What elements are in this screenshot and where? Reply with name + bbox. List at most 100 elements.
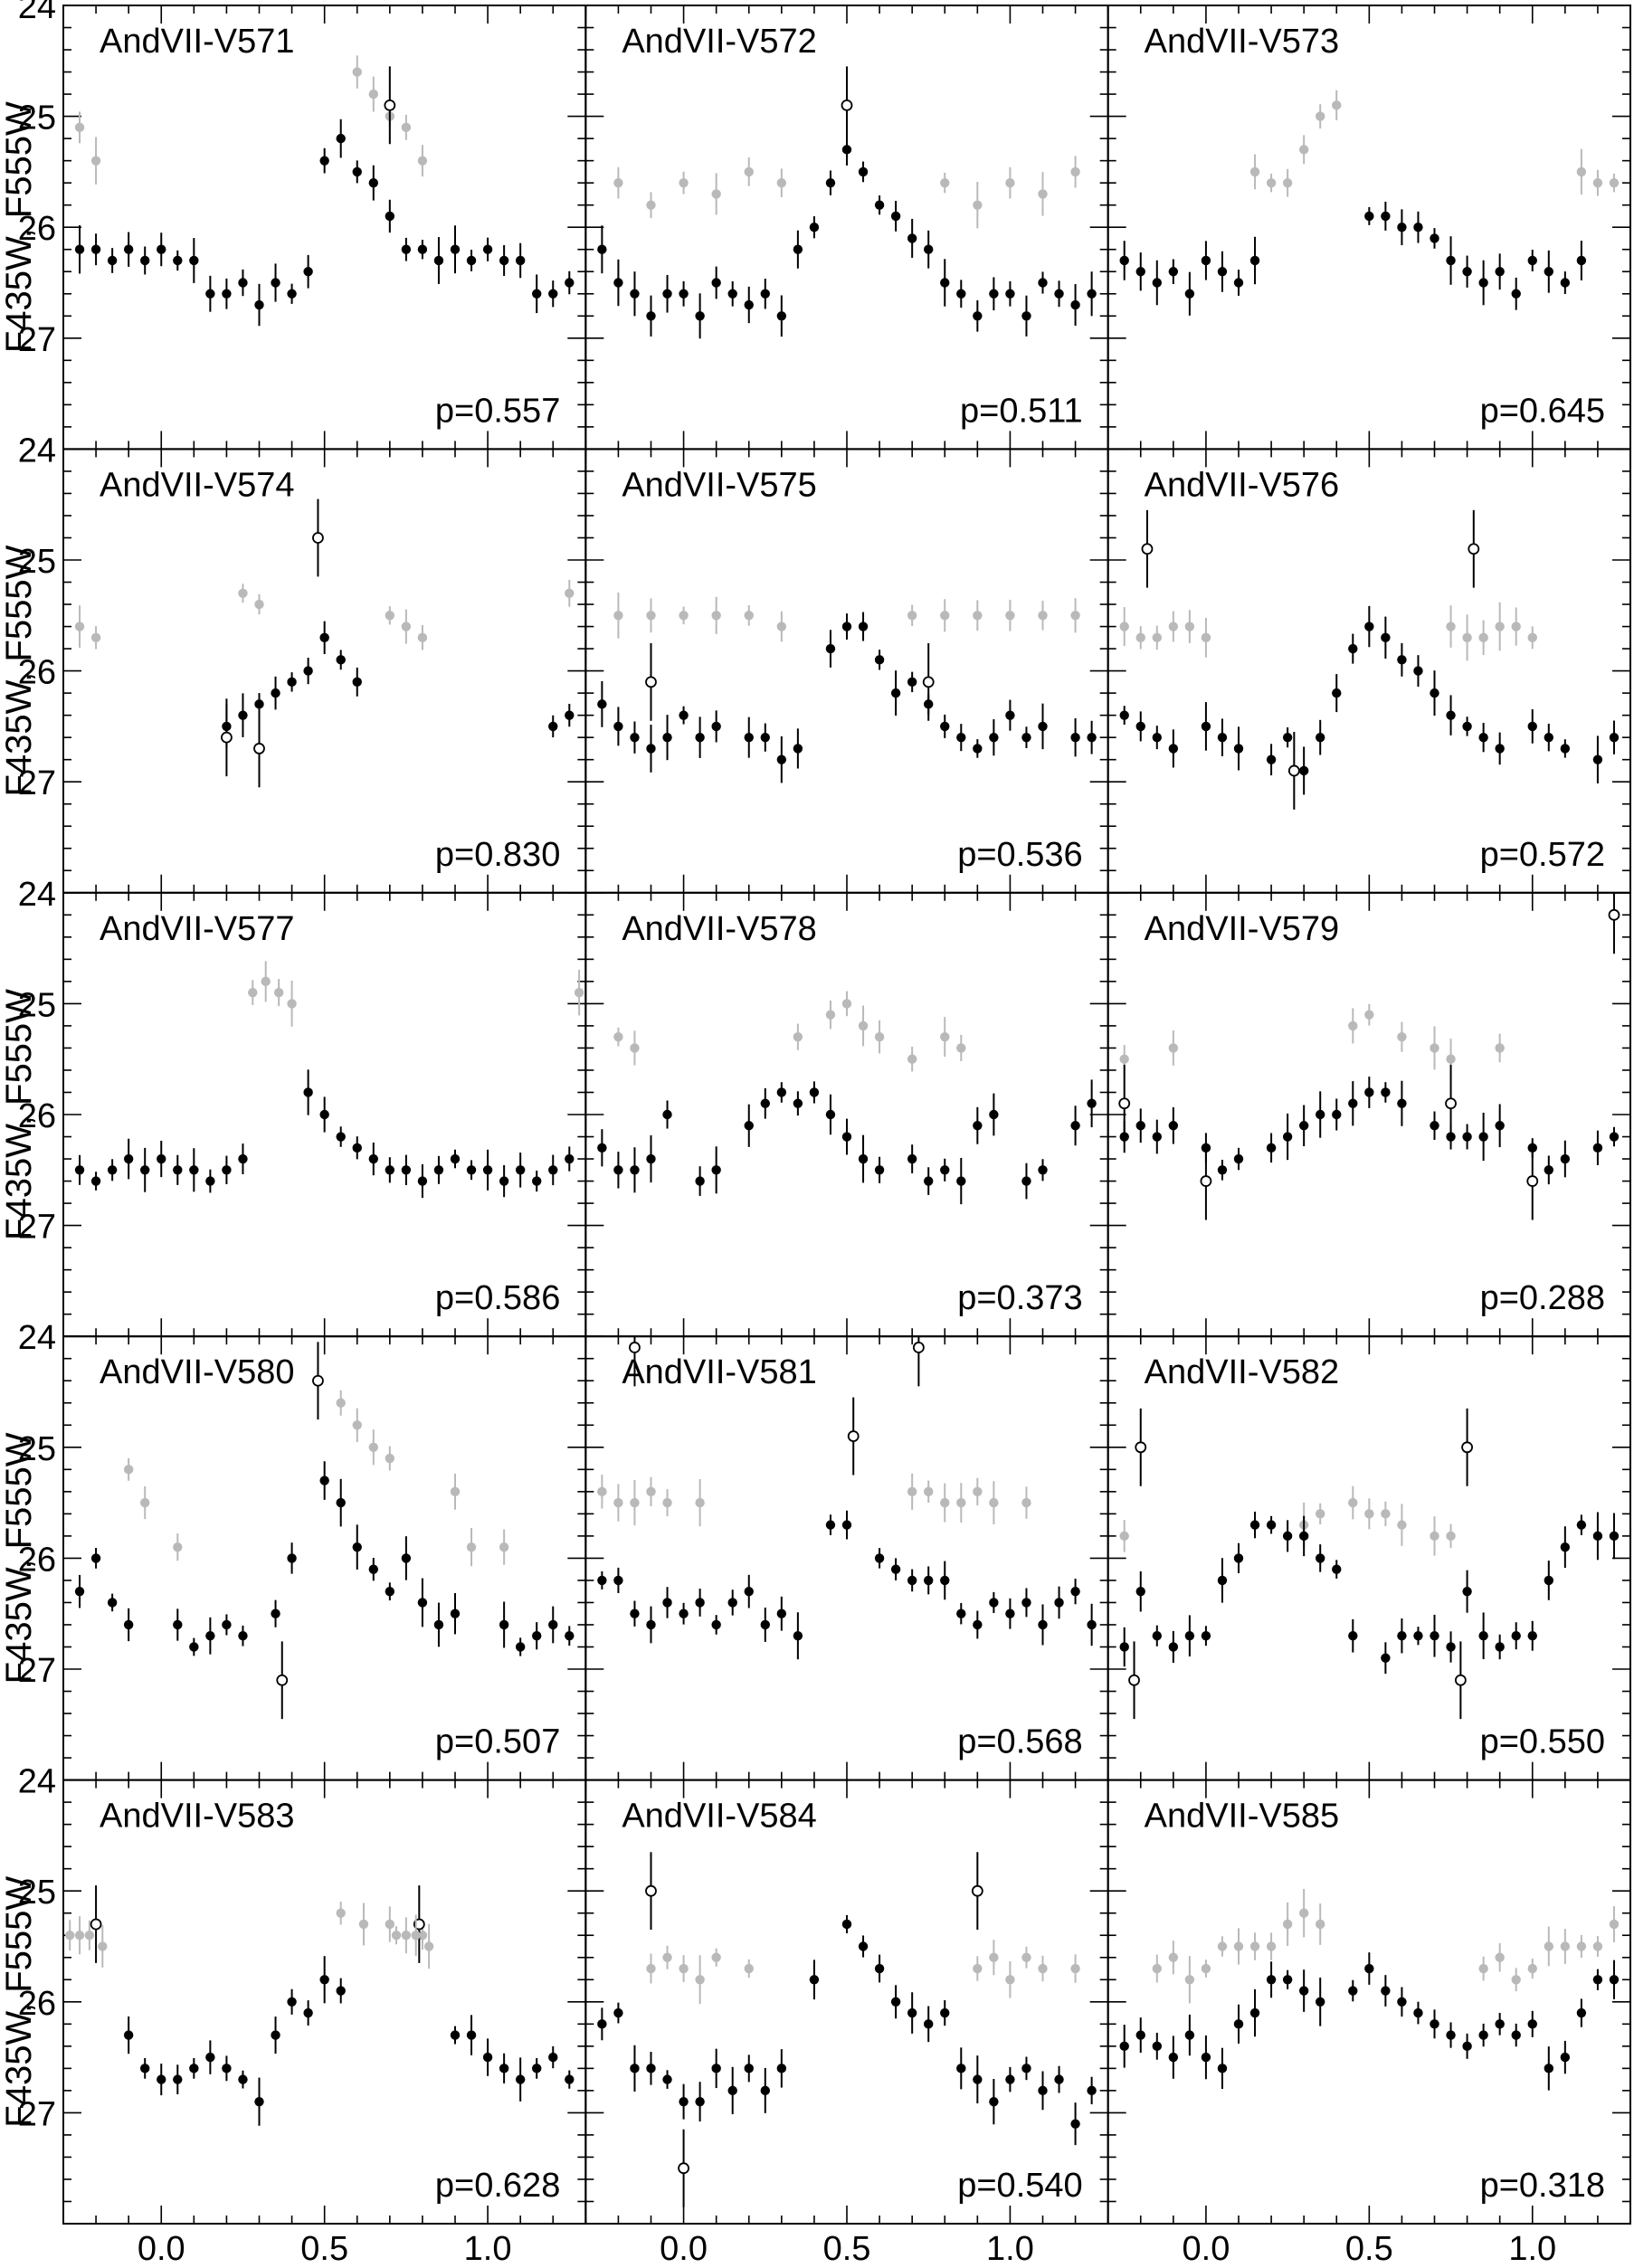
panel-frame xyxy=(1107,1779,1631,2225)
panel-grid: AndVII-V571p=0.557AndVII-V572p=0.511AndV… xyxy=(62,5,1631,2225)
f555w-point xyxy=(1152,1963,1162,1974)
f435w-point xyxy=(1332,1564,1342,1574)
panel-frame xyxy=(62,448,587,894)
f555w-point xyxy=(1511,622,1521,631)
f435w-point xyxy=(385,1165,395,1175)
f435w-point xyxy=(1021,732,1031,743)
f435w-point xyxy=(1544,267,1553,277)
f435w-point xyxy=(271,2030,280,2040)
f435w-point xyxy=(630,289,640,299)
outlier-point xyxy=(645,676,657,688)
f435w-point xyxy=(157,2074,166,2084)
f435w-point xyxy=(1005,1608,1015,1618)
y-tick-label: 24 xyxy=(18,876,56,914)
panel-title: AndVII-V583 xyxy=(100,1798,294,1836)
f435w-point xyxy=(940,278,950,288)
f435w-point xyxy=(973,1619,983,1630)
f435w-point xyxy=(303,267,313,277)
f435w-point xyxy=(858,1153,869,1164)
f555w-point xyxy=(1430,1531,1439,1542)
panel-frame xyxy=(584,1335,1109,1781)
f435w-point xyxy=(907,233,917,243)
f555w-point xyxy=(1478,632,1488,643)
f435w-point xyxy=(1087,1098,1097,1108)
f555w-point xyxy=(450,1486,461,1497)
outlier-point xyxy=(1608,908,1620,921)
f435w-point xyxy=(1233,2019,1244,2029)
panel-frame xyxy=(584,1779,1109,2225)
f435w-point xyxy=(1560,744,1571,754)
f555w-point xyxy=(1397,1520,1407,1530)
f555w-point xyxy=(1446,1531,1456,1542)
f435w-point xyxy=(1298,1986,1309,1996)
f435w-point xyxy=(565,278,575,288)
f555w-point xyxy=(1316,1509,1325,1519)
f435w-point xyxy=(1021,311,1031,321)
f435w-point xyxy=(1381,632,1391,643)
f555w-point xyxy=(776,622,787,631)
f435w-point xyxy=(532,2064,542,2073)
f435w-point xyxy=(1495,2019,1505,2029)
f435w-point xyxy=(173,2074,183,2084)
f435w-point xyxy=(874,1165,885,1175)
period-label: p=0.572 xyxy=(1480,836,1605,874)
f435w-point xyxy=(1119,710,1129,720)
f435w-point xyxy=(1430,688,1439,698)
f555w-point xyxy=(1249,166,1260,177)
light-curve-panel: AndVII-V574 p=0.830 xyxy=(62,448,587,894)
f555w-point xyxy=(1544,1941,1553,1951)
f435w-point xyxy=(760,2085,770,2096)
f435w-point xyxy=(1397,1098,1407,1108)
f555w-point xyxy=(273,987,284,998)
f435w-point xyxy=(825,643,836,654)
x-tick-label: 0.0 xyxy=(138,2230,185,2268)
f435w-point xyxy=(123,244,134,254)
f435w-point xyxy=(630,1608,640,1618)
f555w-point xyxy=(744,611,754,621)
f555w-point xyxy=(1233,1941,1244,1951)
period-label: p=0.288 xyxy=(1480,1279,1605,1317)
outlier-point xyxy=(1526,1175,1539,1187)
f435w-point xyxy=(205,1631,215,1641)
outlier-point xyxy=(1461,1441,1473,1454)
f435w-point xyxy=(989,2096,999,2107)
outlier-point xyxy=(645,1884,657,1897)
f435w-point xyxy=(973,744,983,754)
f435w-point xyxy=(841,1132,852,1142)
f435w-point xyxy=(597,1143,607,1153)
f555w-point xyxy=(499,1542,509,1552)
f435w-point xyxy=(1397,655,1407,665)
f435w-point xyxy=(1560,1153,1571,1164)
outlier-point xyxy=(1141,543,1154,555)
f435w-point xyxy=(1119,1642,1129,1652)
f435w-point xyxy=(417,244,428,254)
f555w-point xyxy=(1021,1952,1031,1962)
f435w-point xyxy=(173,255,183,266)
f435w-point xyxy=(123,1153,134,1164)
period-label: p=0.318 xyxy=(1480,2167,1605,2205)
f435w-point xyxy=(254,299,264,310)
f555w-point xyxy=(565,588,575,598)
y-axis-title: F435W, F555W xyxy=(0,989,39,1240)
f435w-point xyxy=(825,177,836,188)
f435w-point xyxy=(1316,1997,1325,2007)
f435w-point xyxy=(1298,1531,1309,1542)
f435w-point xyxy=(744,2064,754,2073)
y-axis-title: F435W, F555W xyxy=(0,1876,39,2128)
f555w-point xyxy=(368,89,378,100)
f435w-point xyxy=(924,1176,934,1186)
f435w-point xyxy=(940,2007,950,2018)
f435w-point xyxy=(776,2064,787,2073)
outlier-point xyxy=(1200,1175,1212,1187)
f555w-point xyxy=(1168,1043,1179,1053)
f435w-point xyxy=(1087,1619,1097,1630)
f435w-point xyxy=(1249,255,1260,266)
f555w-point xyxy=(238,588,248,598)
x-tick-label: 0.5 xyxy=(823,2230,871,2268)
f435w-point xyxy=(565,2074,575,2084)
light-curve-panel: AndVII-V579 p=0.288 xyxy=(1107,891,1631,1338)
f555w-point xyxy=(391,1931,402,1941)
f435w-point xyxy=(1038,278,1048,288)
f435w-point xyxy=(1430,1121,1439,1131)
f555w-point xyxy=(1038,611,1048,621)
